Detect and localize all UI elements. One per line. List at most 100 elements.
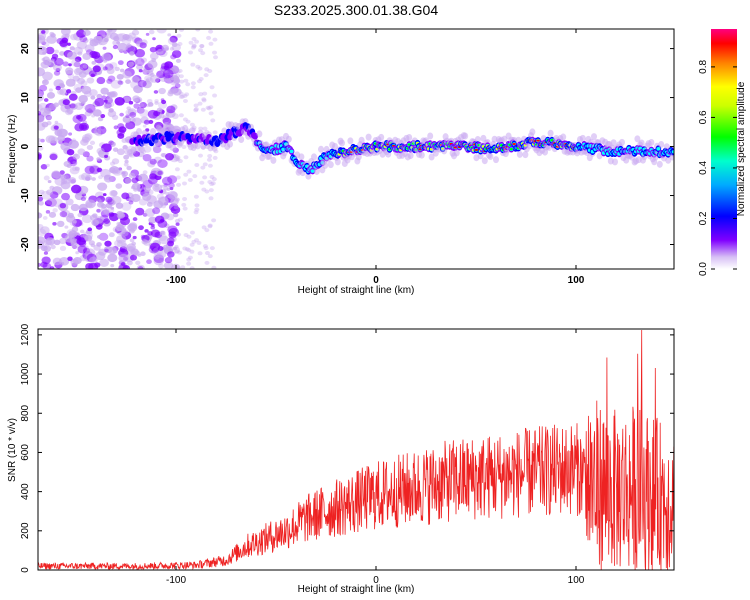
spectrogram-speckle: [122, 33, 130, 41]
spectrogram-speckle: [96, 157, 101, 161]
spectrogram-speckle: [163, 185, 169, 191]
snr-frame: [37, 328, 675, 571]
spectrogram-speckle: [59, 51, 65, 56]
spectrogram-speckle: [196, 240, 202, 245]
y-tick-label: 20: [20, 43, 31, 55]
spectrogram-speckle: [164, 257, 173, 264]
spectrogram-speckle: [80, 196, 86, 201]
spectrogram-speckle: [104, 154, 109, 159]
spectrogram-speckle: [199, 180, 205, 185]
spectrogram-speckle: [118, 126, 127, 133]
spectrogram-speckle: [148, 29, 155, 35]
spectrogram-speckle: [173, 156, 179, 161]
spectrogram-speckle: [144, 229, 149, 233]
spectrogram-speckle: [135, 207, 145, 216]
spectrogram-speckle: [106, 95, 113, 101]
spectrogram-speckle: [208, 111, 214, 116]
spectrogram-halo: [591, 133, 597, 141]
spectrogram-speckle: [111, 142, 116, 146]
spectrogram-speckle: [138, 173, 149, 182]
spectrogram-speckle: [67, 256, 73, 261]
spectrogram-speckle: [149, 52, 159, 60]
spectrogram-speckle: [114, 96, 125, 106]
spectrogram-speckle: [209, 246, 215, 251]
spectrogram-speckle: [107, 253, 118, 263]
spectrogram-speckle: [59, 173, 64, 178]
spectrogram-speckle: [89, 89, 98, 97]
spectrogram-speckle: [174, 266, 180, 269]
spectrogram-speckle: [93, 128, 102, 136]
spectrogram-speckle: [40, 261, 48, 268]
spectrogram-speckle: [68, 63, 72, 67]
spectrogram-speckle: [66, 149, 75, 156]
spectrogram-speckle: [96, 195, 106, 203]
spectrogram-speckle: [77, 245, 88, 254]
spectrogram-speckle: [146, 103, 151, 108]
spectrogram-speckle: [116, 73, 124, 80]
spectrogram-speckle: [96, 76, 106, 85]
spectrogram-ridge-core: [671, 149, 674, 154]
spectrogram-speckle: [38, 35, 46, 44]
spectrogram-speckle: [71, 226, 79, 232]
spectrogram-speckle: [210, 181, 216, 186]
spectrogram-speckle: [59, 88, 68, 96]
colorbar: 0.0 0.2 0.4 0.6 0.8 Normalized spectral ampl…: [698, 29, 747, 276]
spectrogram-speckle: [105, 196, 113, 203]
spectrogram-halo: [493, 156, 499, 164]
spectrogram-speckle: [40, 138, 45, 143]
spectrogram-speckle: [183, 172, 189, 177]
spectrogram-speckle: [118, 167, 123, 171]
spectrogram-speckle: [113, 249, 118, 254]
spectrogram-speckle: [198, 76, 204, 81]
spectrogram-speckle: [46, 91, 56, 99]
spectrogram-halo: [529, 128, 536, 136]
spectrogram-speckle: [202, 162, 208, 167]
snr-x-axis: -100 0 100: [166, 329, 585, 586]
spectrogram-speckle: [211, 218, 217, 223]
spectrogram-speckle: [170, 76, 176, 81]
spectrogram-speckle: [156, 29, 167, 34]
spectrogram-speckle: [139, 109, 150, 118]
spectrogram-speckle: [42, 79, 49, 86]
spectrogram-speckle: [84, 133, 93, 140]
colorbar-ticks: 0.0 0.2 0.4 0.6 0.8: [698, 60, 737, 276]
spectrogram-speckle: [121, 192, 130, 200]
spectrogram-speckle: [101, 95, 107, 100]
spectrogram-speckle: [160, 98, 165, 102]
spectrogram-speckle: [41, 30, 46, 34]
spectrogram-speckle: [174, 249, 180, 254]
spectrogram-speckle: [79, 229, 85, 234]
spectrogram-speckle: [43, 107, 52, 114]
spectrogram-speckle: [82, 64, 88, 69]
spectrogram-speckle: [163, 261, 174, 269]
spectrogram-speckle: [117, 212, 125, 219]
spectrogram-x-axis: -100 0 100: [166, 29, 585, 286]
spectrogram-speckle: [72, 219, 77, 224]
spectrogram-halo: [256, 130, 263, 138]
spectrogram-speckle: [127, 61, 134, 67]
spectrogram-speckle: [149, 74, 160, 83]
spectrogram-speckle: [180, 94, 186, 99]
spectrogram-ridge-peak: [512, 143, 516, 146]
spectrogram-speckle: [122, 145, 128, 150]
spectrogram-speckle: [212, 155, 218, 160]
spectrogram-speckle: [207, 224, 213, 229]
spectrogram-speckle: [73, 153, 78, 158]
spectrogram-speckle: [126, 43, 132, 48]
spectrogram-speckle: [61, 192, 71, 201]
spectrogram-speckle: [158, 196, 169, 206]
spectrogram-speckle: [134, 48, 146, 58]
spectrogram-speckle: [38, 196, 44, 202]
spectrogram-speckle: [89, 140, 96, 146]
spectrogram-speckle: [120, 216, 131, 226]
spectrogram-speckle: [81, 134, 92, 143]
spectrogram-speckle: [86, 77, 95, 84]
spectrogram-speckle: [155, 169, 164, 177]
spectrogram-speckle: [50, 244, 56, 250]
spectrogram-speckle: [78, 240, 87, 247]
spectrogram-image: [38, 29, 674, 269]
spectrogram-speckle: [142, 153, 152, 162]
spectrogram-speckle: [111, 114, 119, 121]
spectrogram-speckle: [67, 42, 71, 46]
spectrogram-speckle: [171, 50, 182, 59]
